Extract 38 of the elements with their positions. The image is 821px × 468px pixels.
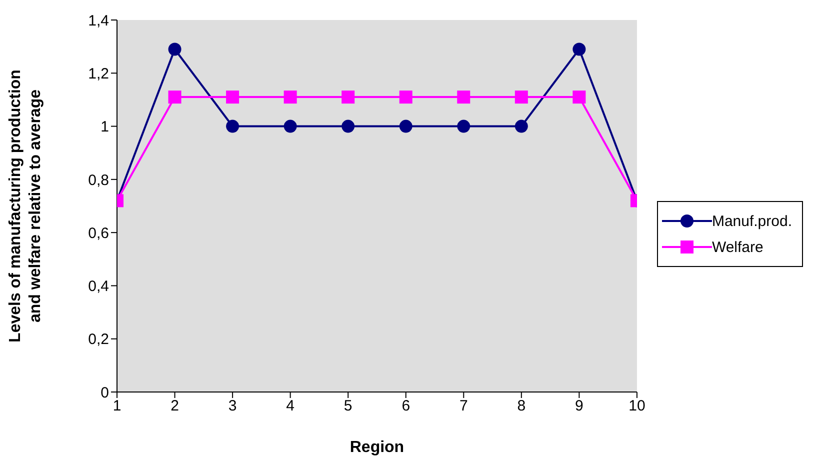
point xyxy=(572,90,586,104)
point xyxy=(457,90,470,104)
point xyxy=(168,42,182,56)
x-tick-label: 5 xyxy=(344,398,352,415)
y-axis-title: Levels of manufacturing production and welfare relative to average xyxy=(7,70,44,342)
point xyxy=(342,90,355,104)
y-tick-label: 0 xyxy=(100,384,109,402)
point xyxy=(226,120,240,133)
point xyxy=(284,120,297,133)
y-tick-label: 0,4 xyxy=(88,278,109,296)
x-axis-title: Region xyxy=(350,439,404,456)
x-tick-label: 10 xyxy=(628,398,646,415)
x-tick-label: 8 xyxy=(517,398,526,415)
point xyxy=(514,90,528,104)
x-tick-label: 7 xyxy=(459,398,468,415)
point xyxy=(514,120,528,133)
y-tick-label: 1,4 xyxy=(88,12,109,30)
x-tick-label: 3 xyxy=(228,398,237,415)
point xyxy=(342,120,355,133)
y-tick-label: 1,2 xyxy=(88,65,109,82)
point xyxy=(399,90,412,104)
point xyxy=(457,120,470,133)
y-tick-label: 0,6 xyxy=(88,224,109,242)
point xyxy=(572,42,586,56)
x-tick-label: 1 xyxy=(112,398,122,415)
y-tick-label: 1 xyxy=(100,118,109,136)
x-tick-label: 6 xyxy=(402,398,410,415)
x-tick-label: 9 xyxy=(575,398,584,415)
point xyxy=(168,90,182,104)
point xyxy=(399,120,412,133)
legend-label: Manuf.prod. xyxy=(712,212,792,230)
y-tick-label: 0,2 xyxy=(88,331,109,348)
point xyxy=(284,90,297,104)
legend-label: Welfare xyxy=(712,238,764,256)
y-tick-label: 0,8 xyxy=(88,172,109,189)
x-tick-label: 2 xyxy=(170,398,179,415)
x-tick-label: 4 xyxy=(286,398,294,415)
point xyxy=(226,90,240,104)
